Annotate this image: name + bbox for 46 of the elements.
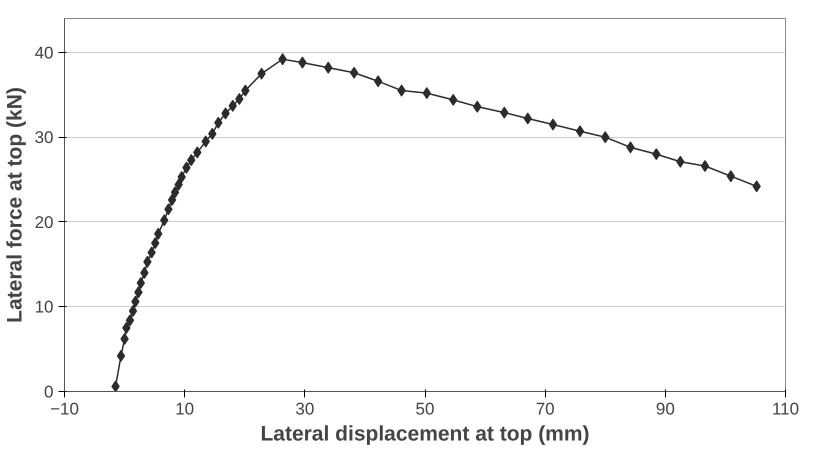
point [576, 125, 584, 138]
point [397, 84, 406, 97]
point [122, 322, 131, 334]
point [134, 286, 143, 298]
point [182, 162, 191, 174]
point [350, 66, 358, 79]
y-tick-label: 30 [34, 128, 54, 148]
point [626, 141, 635, 154]
point [120, 332, 129, 345]
point [140, 266, 149, 279]
point [374, 75, 382, 88]
point [164, 203, 173, 216]
x-tick-label: 30 [295, 400, 314, 418]
y-tick-label: 40 [34, 43, 54, 62]
point [257, 68, 266, 80]
point [147, 246, 156, 258]
x-tick-label: −10 [50, 400, 79, 418]
point [174, 178, 183, 191]
x-axis-title: Lateral displacement at top (mm) [260, 422, 590, 446]
x-tick-label: 70 [536, 400, 555, 418]
point [116, 350, 126, 362]
point [177, 171, 186, 184]
point [143, 256, 152, 268]
y-tick-label: 10 [34, 298, 54, 317]
point [548, 118, 558, 130]
point [126, 314, 134, 326]
point [221, 107, 230, 120]
point [235, 93, 244, 106]
point [298, 56, 307, 69]
point [111, 380, 120, 392]
point [128, 304, 138, 317]
x-tick-label: 90 [656, 400, 675, 418]
y-tick-label: 20 [34, 212, 54, 232]
point [752, 180, 761, 192]
point [676, 156, 685, 168]
point [700, 160, 710, 172]
point [131, 296, 140, 308]
y-axis-title: Lateral force at top (kN) [4, 87, 27, 323]
x-tick-label: 10 [175, 400, 194, 418]
x-tick-label: 50 [416, 400, 434, 418]
point [278, 53, 287, 66]
point [170, 186, 180, 198]
y-tick-label: 0 [44, 382, 54, 402]
point [168, 194, 176, 206]
point [241, 84, 250, 97]
x-tick-label: 110 [772, 400, 800, 418]
